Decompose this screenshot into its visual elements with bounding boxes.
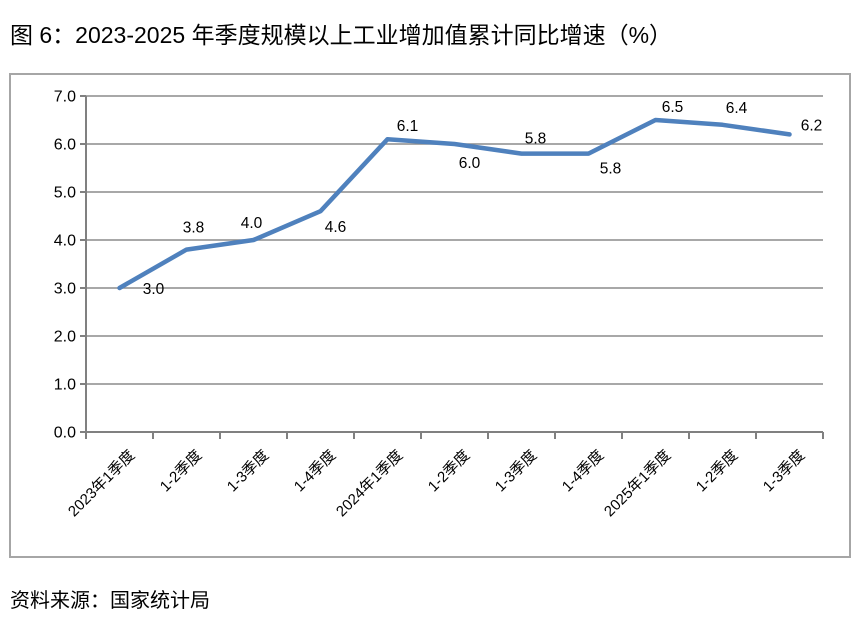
svg-text:1-4季度: 1-4季度 bbox=[291, 447, 340, 496]
chart-frame: 0.0 1.0 2.0 3.0 4.0 5.0 6.0 7.0 2023年1季度 1-2季度 1-3… bbox=[9, 73, 851, 558]
svg-text:5.8: 5.8 bbox=[525, 131, 547, 148]
svg-text:3.0: 3.0 bbox=[54, 281, 76, 298]
svg-text:1-3季度: 1-3季度 bbox=[224, 447, 273, 496]
line-chart: 0.0 1.0 2.0 3.0 4.0 5.0 6.0 7.0 2023年1季度 1-2季度 1-3… bbox=[54, 89, 824, 520]
svg-text:1-4季度: 1-4季度 bbox=[559, 447, 608, 496]
svg-text:2.0: 2.0 bbox=[54, 329, 76, 346]
svg-text:6.4: 6.4 bbox=[726, 100, 748, 117]
svg-text:1-2季度: 1-2季度 bbox=[425, 447, 474, 496]
svg-text:4.0: 4.0 bbox=[241, 215, 263, 232]
svg-text:2023年1季度: 2023年1季度 bbox=[65, 447, 138, 520]
y-axis-labels: 0.0 1.0 2.0 3.0 4.0 5.0 6.0 7.0 bbox=[54, 89, 76, 442]
svg-text:6.2: 6.2 bbox=[801, 117, 823, 134]
gridlines bbox=[86, 95, 823, 385]
svg-text:6.0: 6.0 bbox=[459, 155, 481, 172]
axes bbox=[80, 95, 824, 439]
figure-title: 图 6：2023-2025 年季度规模以上工业增加值累计同比增速（%） bbox=[10, 22, 673, 48]
svg-text:3.8: 3.8 bbox=[183, 220, 205, 237]
data-labels: 3.0 3.8 4.0 4.6 6.1 6.0 5.8 5.8 6.5 6.4 6.2 bbox=[143, 99, 823, 298]
svg-text:6.5: 6.5 bbox=[662, 99, 684, 116]
svg-text:1.0: 1.0 bbox=[54, 377, 76, 394]
svg-text:4.0: 4.0 bbox=[54, 233, 76, 250]
svg-text:3.0: 3.0 bbox=[143, 281, 165, 298]
svg-text:0.0: 0.0 bbox=[54, 425, 76, 442]
svg-text:1-3季度: 1-3季度 bbox=[760, 447, 809, 496]
svg-text:2024年1季度: 2024年1季度 bbox=[333, 447, 406, 520]
svg-text:4.6: 4.6 bbox=[325, 219, 347, 236]
svg-text:7.0: 7.0 bbox=[54, 89, 76, 106]
svg-text:1-3季度: 1-3季度 bbox=[492, 447, 541, 496]
svg-text:1-2季度: 1-2季度 bbox=[157, 447, 206, 496]
svg-text:1-2季度: 1-2季度 bbox=[693, 447, 742, 496]
svg-text:2025年1季度: 2025年1季度 bbox=[601, 447, 674, 520]
source-note: 资料来源：国家统计局 bbox=[10, 590, 210, 612]
svg-text:6.1: 6.1 bbox=[397, 118, 419, 135]
svg-text:6.0: 6.0 bbox=[54, 137, 76, 154]
svg-text:5.0: 5.0 bbox=[54, 185, 76, 202]
svg-text:5.8: 5.8 bbox=[600, 161, 622, 178]
data-line bbox=[117, 117, 792, 291]
